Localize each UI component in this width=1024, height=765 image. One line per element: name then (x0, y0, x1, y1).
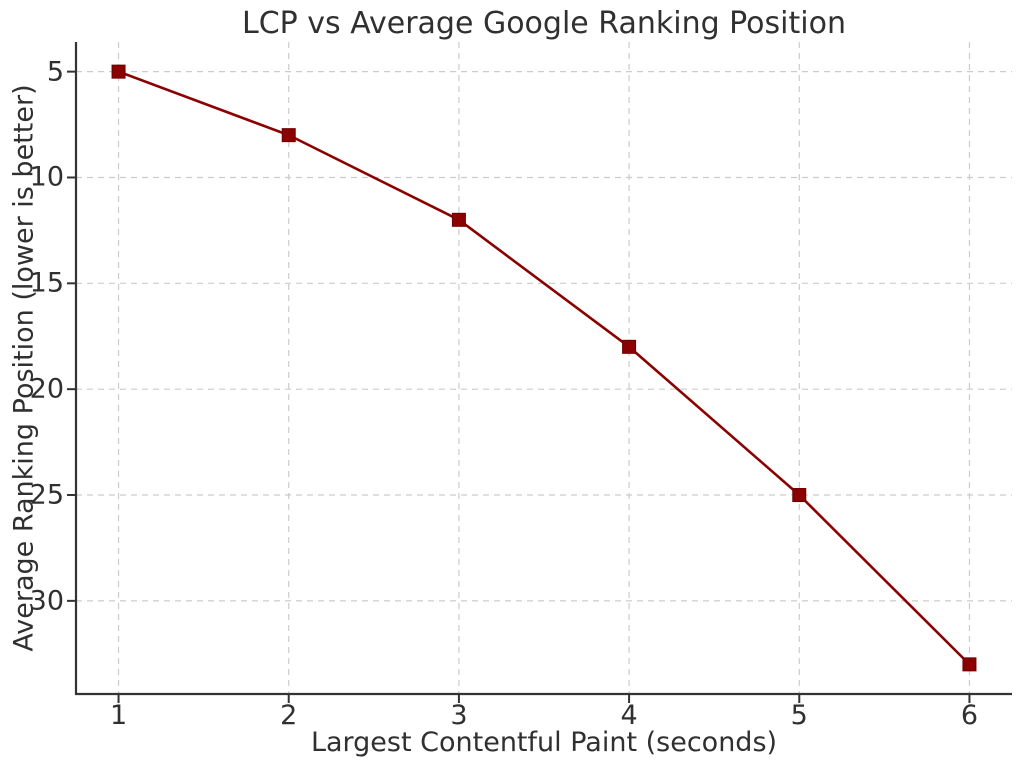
y-tick-label: 30 (29, 585, 64, 617)
data-point-marker (451, 212, 466, 227)
data-line (117, 70, 971, 666)
y-tick-label: 10 (29, 161, 64, 193)
data-point-marker (111, 64, 126, 79)
y-tick-label: 5 (46, 56, 64, 88)
y-tick-label: 25 (29, 479, 64, 511)
chart-title: LCP vs Average Google Ranking Position (242, 6, 846, 41)
x-tick-label: 4 (620, 700, 638, 731)
data-point-marker (962, 657, 977, 672)
data-point-marker (281, 128, 296, 143)
y-tick-label: 20 (29, 373, 64, 405)
y-tick-label: 15 (29, 267, 64, 299)
x-tick-label: 5 (790, 700, 808, 731)
x-axis-label: Largest Contentful Paint (seconds) (310, 727, 778, 758)
data-point-marker (622, 339, 637, 354)
x-tick-label: 2 (280, 700, 298, 731)
data-point-marker (792, 488, 807, 503)
x-tick-label: 1 (109, 700, 128, 731)
x-tick-label: 6 (960, 700, 979, 731)
x-tick-label: 3 (450, 700, 468, 731)
